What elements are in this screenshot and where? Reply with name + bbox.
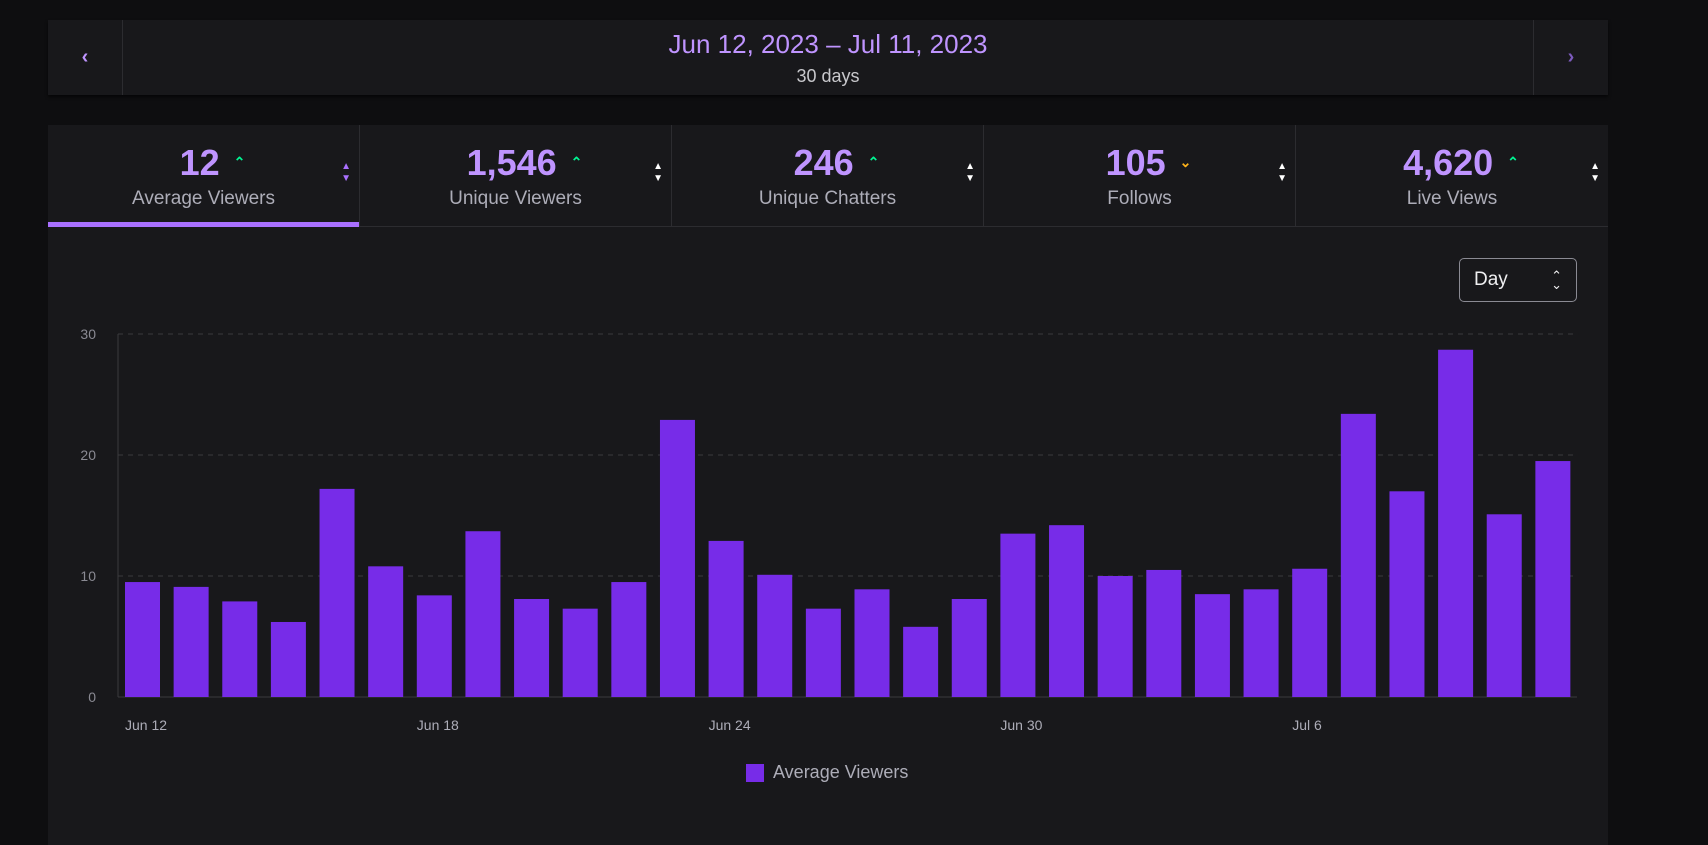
chevron-right-icon: › (1567, 46, 1575, 68)
metric-value-row: 4,620 ⌃ (1403, 142, 1519, 184)
chevron-left-icon: ‹ (81, 46, 89, 68)
metric-value: 4,620 (1403, 141, 1494, 183)
metric-value-row: 1,546 ⌃ (467, 142, 583, 184)
metric-value: 105 (1105, 141, 1166, 183)
trend-up-icon: ⌃ (233, 154, 246, 170)
sort-icon[interactable]: ▲ ▼ (1277, 161, 1287, 184)
bar (1097, 576, 1133, 697)
page-margin (1680, 0, 1708, 822)
bar (562, 608, 598, 697)
bar (173, 586, 209, 697)
bar (757, 574, 793, 697)
y-tick-label: 20 (80, 447, 96, 463)
bar (611, 582, 647, 697)
metric-label: Unique Chatters (758, 187, 897, 209)
metric-tabs: 12 ⌃ Average Viewers ▲ ▼ 1,546 ⌃ Unique View… (48, 125, 1608, 227)
metric-value: 246 (793, 141, 854, 183)
days-count: 30 days (796, 65, 860, 86)
interval-select-value: Day (1474, 269, 1508, 290)
next-period-button[interactable]: › (1533, 20, 1608, 95)
tab-average-viewers[interactable]: 12 ⌃ Average Viewers ▲ ▼ (48, 125, 360, 227)
x-tick-label: Jul 6 (1292, 717, 1322, 733)
metric-value-row: 105 ⌄ (1106, 142, 1192, 184)
x-tick-label: Jun 24 (709, 717, 751, 733)
trend-up-icon: ⌃ (867, 154, 880, 170)
previous-period-button[interactable]: ‹ (48, 20, 123, 95)
bar (270, 621, 306, 697)
metric-label: Average Viewers (132, 187, 275, 209)
bar (125, 582, 160, 697)
tab-unique-chatters[interactable]: 246 ⌃ Unique Chatters ▲ ▼ (672, 125, 984, 226)
bar (854, 589, 890, 697)
y-tick-label: 30 (80, 326, 96, 342)
chart-legend[interactable]: Average Viewers (746, 762, 908, 783)
trend-down-icon: ⌄ (1179, 154, 1192, 170)
bar (708, 540, 744, 697)
bar (1389, 491, 1425, 697)
bar (368, 566, 404, 697)
x-tick-label: Jun 30 (1000, 717, 1042, 733)
bar (465, 531, 501, 697)
bar (1194, 594, 1230, 697)
bar (222, 601, 258, 697)
bar (1049, 525, 1085, 697)
trend-up-icon: ⌃ (570, 154, 583, 170)
bar (1146, 569, 1182, 697)
metric-label: Live Views (1406, 187, 1498, 209)
bar (1438, 349, 1474, 697)
legend-swatch (746, 763, 764, 782)
bar (1535, 461, 1571, 697)
tab-follows[interactable]: 105 ⌄ Follows ▲ ▼ (984, 125, 1296, 226)
average-viewers-chart: 0 10 20 30 Jun 12 Jun 18 Jun 24 Jun 30 Jul 6 (80, 326, 1577, 733)
bar (805, 608, 841, 697)
date-range-display: Jun 12, 2023 – Jul 11, 2023 30 days (123, 20, 1533, 95)
trend-up-icon: ⌃ (1507, 154, 1519, 170)
bar (319, 488, 355, 697)
x-tick-label: Jun 12 (125, 717, 167, 733)
sort-icon[interactable]: ▲ ▼ (653, 161, 663, 184)
bar (1340, 413, 1376, 697)
bar (903, 626, 939, 697)
bar (1486, 514, 1522, 697)
metric-value-row: 12 ⌃ (180, 142, 246, 184)
sort-icon[interactable]: ▲ ▼ (1590, 161, 1600, 184)
y-tick-label: 0 (88, 689, 96, 705)
metric-label: Follows (1107, 187, 1172, 209)
date-range-bar: ‹ Jun 12, 2023 – Jul 11, 2023 30 days › (48, 20, 1608, 95)
bar (951, 598, 987, 697)
y-tick-label: 10 (80, 568, 96, 584)
bar (416, 595, 452, 697)
sort-icon[interactable]: ▲ ▼ (341, 161, 351, 184)
date-range-text: Jun 12, 2023 – Jul 11, 2023 (668, 28, 988, 59)
metric-value: 1,546 (466, 141, 557, 183)
interval-select[interactable]: Day ⌃ ⌄ (1459, 258, 1577, 302)
bar (1292, 568, 1328, 697)
bar (659, 419, 695, 697)
bar (514, 598, 550, 697)
tab-live-views[interactable]: 4,620 ⌃ Live Views ▲ ▼ (1296, 125, 1608, 226)
metrics-panel: 12 ⌃ Average Viewers ▲ ▼ 1,546 ⌃ Unique View… (48, 125, 1608, 845)
x-tick-label: Jun 18 (417, 717, 459, 733)
tab-unique-viewers[interactable]: 1,546 ⌃ Unique Viewers ▲ ▼ (360, 125, 672, 226)
sort-icon[interactable]: ▲ ▼ (965, 161, 975, 184)
metric-value: 12 (179, 141, 220, 183)
metric-value-row: 246 ⌃ (794, 142, 880, 184)
legend-label: Average Viewers (773, 762, 909, 782)
bar (1000, 533, 1036, 697)
chevron-up-down-icon: ⌃ ⌄ (1551, 268, 1562, 292)
bar (1243, 589, 1279, 697)
metric-label: Unique Viewers (449, 187, 582, 209)
